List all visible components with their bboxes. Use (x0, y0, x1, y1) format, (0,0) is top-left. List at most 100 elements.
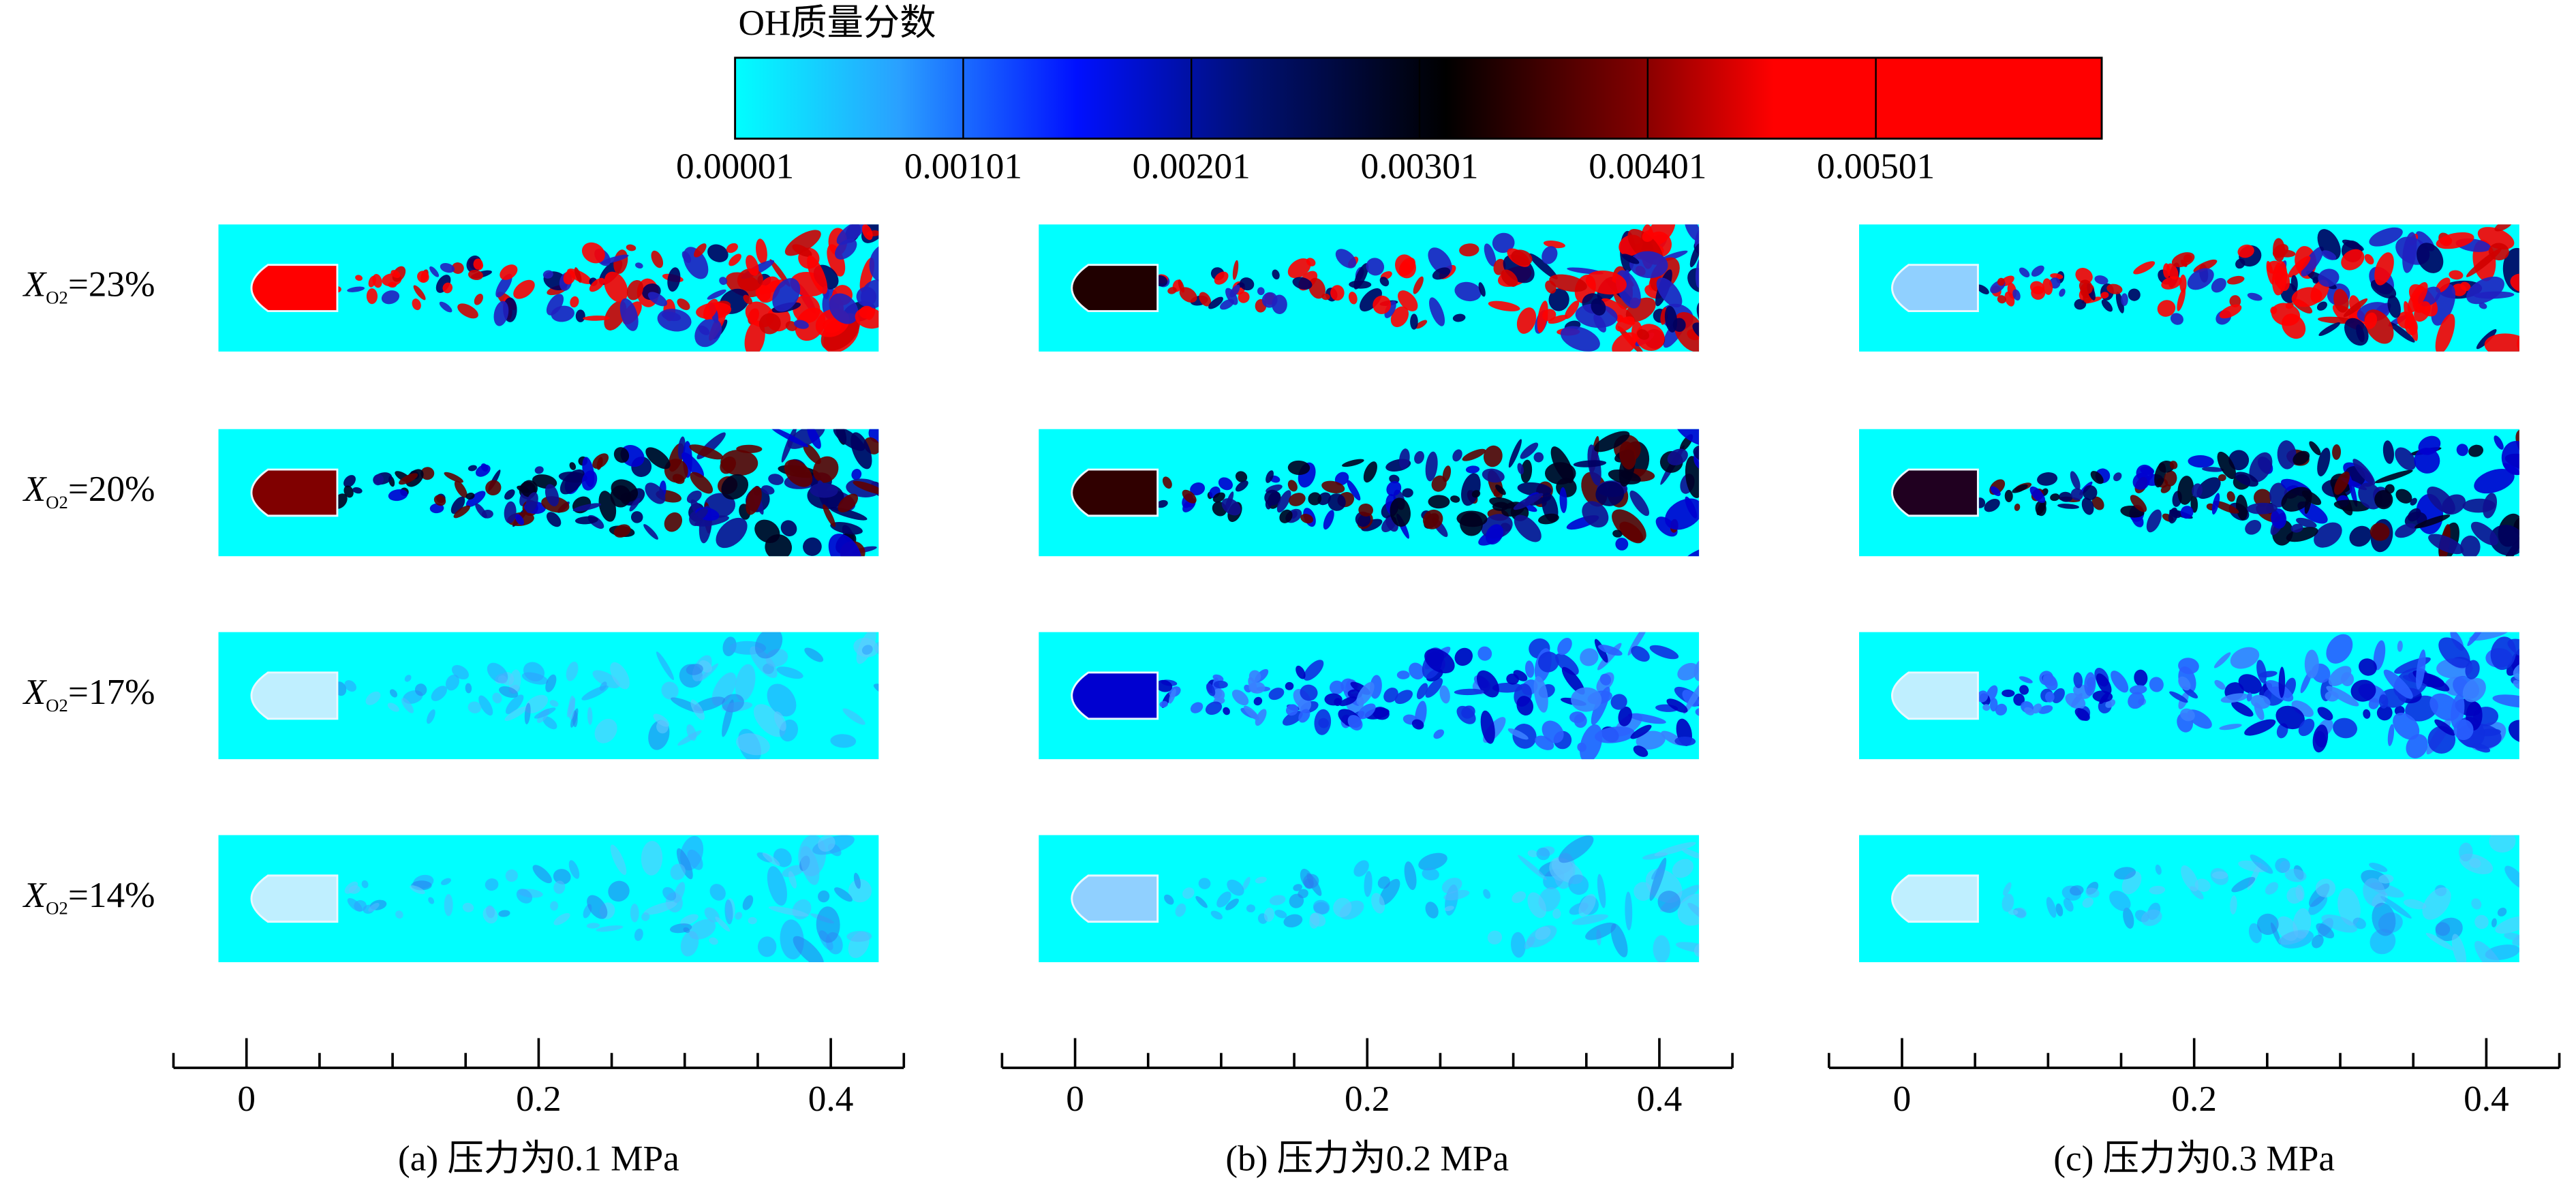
flow-blob (1298, 709, 1310, 723)
flow-blob (645, 447, 671, 470)
flow-blob (1561, 666, 1585, 695)
flow-blob (656, 651, 674, 680)
flow-blob (2290, 275, 2298, 292)
flow-blob (2134, 669, 2148, 687)
flow-blob (1272, 269, 1280, 280)
flow-blob (782, 865, 805, 878)
flow-blob (1982, 704, 1991, 711)
flow-blob (515, 514, 524, 525)
flow-blob (677, 730, 702, 746)
flow-blob (2273, 266, 2290, 292)
flow-blob (661, 681, 679, 700)
flow-blob (1517, 463, 1524, 475)
flow-blob (2436, 232, 2474, 249)
flow-blob (2149, 677, 2164, 692)
flow-blob (2387, 724, 2395, 746)
flow-blob (1495, 484, 1506, 495)
flow-blob (1198, 878, 1211, 889)
flow-blob (1268, 688, 1285, 701)
flow-blob (2256, 660, 2267, 683)
flow-blob (2333, 288, 2349, 313)
flow-blob (686, 490, 702, 504)
flow-blob (1253, 696, 1263, 706)
flow-blob (1300, 868, 1314, 889)
flow-blob (1537, 651, 1559, 673)
flow-blob (492, 692, 502, 704)
flow-blob (1683, 677, 1700, 715)
x-tick-label: 0 (1066, 1079, 1084, 1119)
row-label: XO2=20% (22, 469, 155, 512)
x-tick-label: 0.2 (516, 1079, 562, 1119)
flow-blob (1232, 260, 1239, 280)
flow-blob (1654, 842, 1696, 857)
flow-blob (2180, 506, 2194, 519)
flow-blob (754, 632, 783, 659)
flow-blob (2170, 313, 2183, 325)
flow-blob (498, 910, 510, 917)
flow-blob (807, 429, 821, 449)
flow-blob (500, 264, 518, 280)
flow-blob (1342, 459, 1364, 467)
colorbar (734, 57, 2103, 140)
flow-blob (707, 289, 726, 300)
flow-blob (1675, 429, 1700, 448)
flow-blob (2460, 535, 2481, 557)
flow-blob (354, 899, 367, 912)
flow-blob (1156, 679, 1173, 692)
flow-blob (2395, 489, 2412, 504)
flow-blob (724, 899, 733, 925)
colorbar-tick-label: 0.00301 (1360, 147, 1478, 187)
flow-blob (468, 269, 483, 281)
flow-blob (1235, 471, 1248, 482)
flow-blob (1274, 910, 1287, 919)
contour-panel (218, 632, 879, 760)
flow-blob (431, 686, 447, 701)
flow-blob (505, 869, 518, 882)
flow-blob (1483, 445, 1503, 467)
flow-blob (1492, 232, 1515, 253)
flow-blob (2160, 484, 2171, 493)
flow-blob (2192, 483, 2203, 498)
nozzle (1071, 468, 1159, 517)
flow-blob (1396, 671, 1410, 679)
contour-panel (218, 429, 879, 557)
flow-blob (2350, 679, 2376, 702)
flow-blob (504, 706, 528, 721)
flow-blob (2181, 865, 2199, 892)
flow-blob (420, 467, 435, 480)
flow-blob (1599, 673, 1612, 686)
flow-blob (2469, 632, 2509, 641)
flow-blob (2428, 534, 2464, 555)
flow-blob (1206, 683, 1216, 696)
flow-blob (525, 694, 549, 713)
flow-blob (846, 931, 872, 942)
flow-blob (2038, 705, 2053, 714)
flow-blob (583, 316, 610, 321)
flow-blob (2014, 504, 2021, 511)
flow-blob (1560, 326, 1600, 352)
flow-blob (1353, 860, 1369, 877)
flow-blob (1557, 637, 1572, 656)
flow-blob (2321, 914, 2358, 933)
flow-blob (767, 866, 787, 906)
flow-blob (2288, 256, 2311, 278)
flow-blob (366, 288, 378, 305)
flow-blob (2435, 922, 2451, 936)
flow-blob (1621, 253, 1640, 264)
contour-panel (1859, 429, 2519, 557)
flow-blob (610, 485, 631, 508)
flow-blob (690, 472, 714, 494)
row-label-value: =14% (68, 875, 155, 915)
flow-blob (2275, 705, 2305, 730)
flow-blob (645, 482, 666, 504)
flow-blob (2494, 435, 2504, 450)
flow-blob (1190, 702, 1203, 713)
flow-blob (2326, 634, 2353, 664)
flow-blob (750, 646, 778, 678)
flow-blob (2042, 278, 2053, 295)
flow-blob (856, 286, 877, 307)
flow-blob (2284, 869, 2307, 882)
flow-blob (1512, 891, 1527, 904)
flow-blob (1411, 719, 1424, 730)
flow-blob (768, 474, 784, 485)
